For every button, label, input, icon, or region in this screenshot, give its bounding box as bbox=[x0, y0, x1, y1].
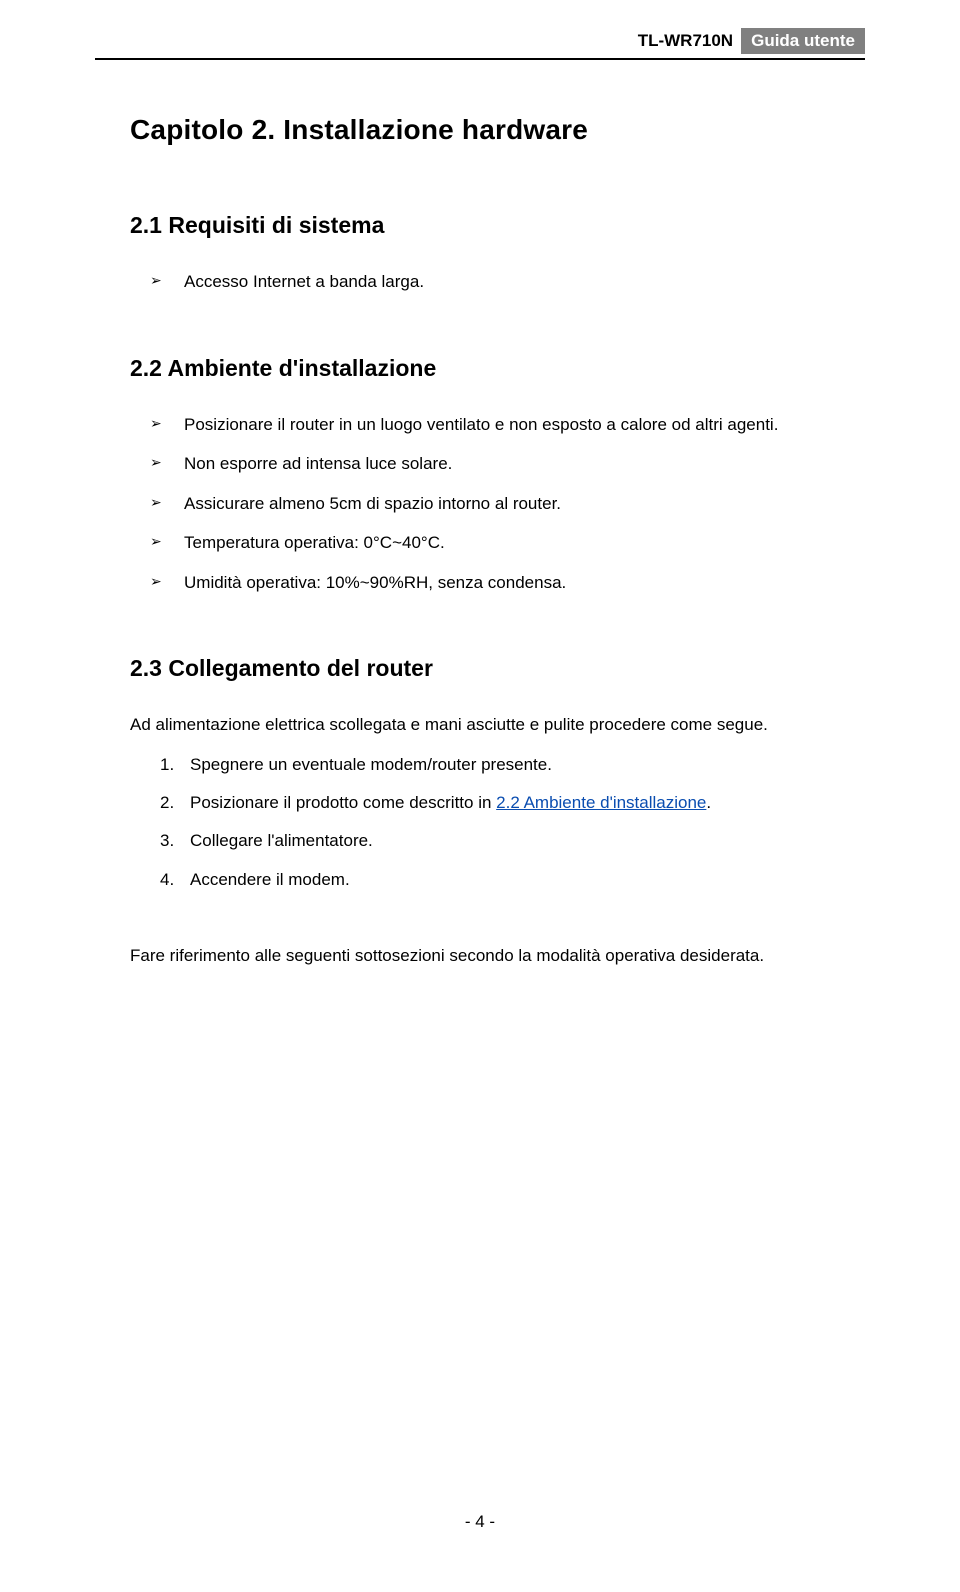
section-collegamento: 2.3 Collegamento del router Ad alimentaz… bbox=[130, 655, 865, 968]
list-item: Posizionare il router in un luogo ventil… bbox=[130, 412, 865, 438]
section-heading-requisiti: 2.1 Requisiti di sistema bbox=[130, 212, 865, 239]
page: TL-WR710N Guida utente Capitolo 2. Insta… bbox=[0, 0, 960, 1592]
header-guide-label: Guida utente bbox=[741, 28, 865, 54]
step-number: 1. bbox=[160, 752, 174, 778]
header-model-number: TL-WR710N bbox=[635, 28, 741, 54]
ambiente-list: Posizionare il router in un luogo ventil… bbox=[130, 412, 865, 596]
step-text-after: . bbox=[706, 793, 711, 812]
step-number: 3. bbox=[160, 828, 174, 854]
header-divider bbox=[95, 58, 865, 60]
ambiente-link[interactable]: 2.2 Ambiente d'installazione bbox=[496, 793, 706, 812]
list-item: 4. Accendere il modem. bbox=[130, 867, 865, 893]
page-number: - 4 - bbox=[465, 1512, 495, 1531]
step-text: Posizionare il prodotto come descritto i… bbox=[190, 793, 496, 812]
chapter-title: Capitolo 2. Installazione hardware bbox=[130, 114, 865, 146]
step-text: Spegnere un eventuale modem/router prese… bbox=[190, 755, 552, 774]
list-item: Temperatura operativa: 0°C~40°C. bbox=[130, 530, 865, 556]
list-item: Non esporre ad intensa luce solare. bbox=[130, 451, 865, 477]
section-requisiti: 2.1 Requisiti di sistema Accesso Interne… bbox=[130, 212, 865, 295]
requisiti-list: Accesso Internet a banda larga. bbox=[130, 269, 865, 295]
list-item: 2. Posizionare il prodotto come descritt… bbox=[130, 790, 865, 816]
step-number: 4. bbox=[160, 867, 174, 893]
list-item: Accesso Internet a banda larga. bbox=[130, 269, 865, 295]
page-footer: - 4 - bbox=[0, 1512, 960, 1532]
list-item: 3. Collegare l'alimentatore. bbox=[130, 828, 865, 854]
list-item: Assicurare almeno 5cm di spazio intorno … bbox=[130, 491, 865, 517]
step-number: 2. bbox=[160, 790, 174, 816]
content: Capitolo 2. Installazione hardware 2.1 R… bbox=[130, 0, 865, 968]
section-heading-ambiente: 2.2 Ambiente d'installazione bbox=[130, 355, 865, 382]
collegamento-steps: 1. Spegnere un eventuale modem/router pr… bbox=[130, 752, 865, 893]
list-item: 1. Spegnere un eventuale modem/router pr… bbox=[130, 752, 865, 778]
collegamento-intro: Ad alimentazione elettrica scollegata e … bbox=[130, 712, 865, 738]
collegamento-outro: Fare riferimento alle seguenti sottosezi… bbox=[130, 943, 865, 969]
section-ambiente: 2.2 Ambiente d'installazione Posizionare… bbox=[130, 355, 865, 596]
page-header: TL-WR710N Guida utente bbox=[635, 28, 865, 54]
list-item: Umidità operativa: 10%~90%RH, senza cond… bbox=[130, 570, 865, 596]
step-text: Accendere il modem. bbox=[190, 870, 350, 889]
step-text: Collegare l'alimentatore. bbox=[190, 831, 373, 850]
section-heading-collegamento: 2.3 Collegamento del router bbox=[130, 655, 865, 682]
